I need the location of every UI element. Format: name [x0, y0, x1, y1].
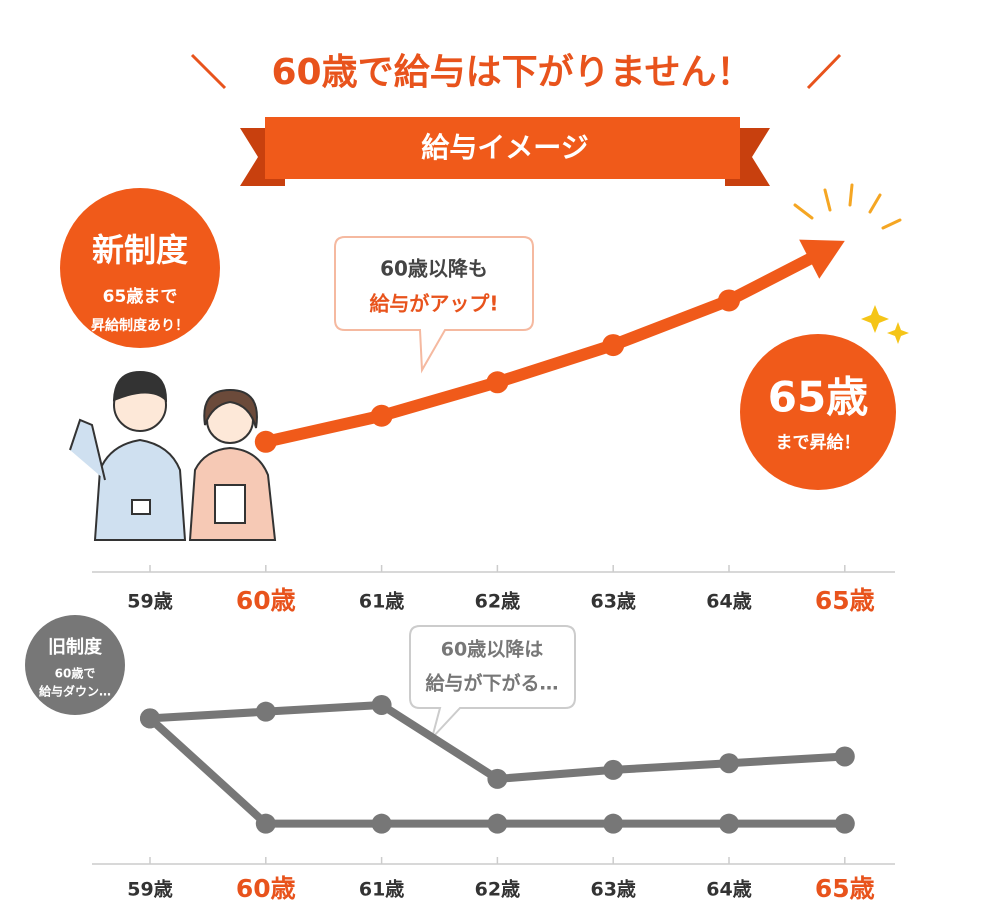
- title: 60歳で給与は下がりません！: [271, 52, 752, 93]
- x-tick-label: 59歳: [127, 591, 172, 613]
- data-point: [487, 768, 508, 789]
- callout-text: 60歳以降も: [380, 257, 488, 281]
- x-tick-label: 59歳: [127, 879, 172, 901]
- line-series: [149, 700, 846, 783]
- goal-line: まで昇給！: [776, 432, 861, 453]
- callout-box: [409, 625, 576, 739]
- data-point: [719, 813, 739, 834]
- badge-title: 新制度: [92, 231, 188, 269]
- data-point: [486, 371, 509, 394]
- x-tick-label: 61歳: [359, 591, 404, 613]
- badge-line: 給与ダウン…: [39, 684, 111, 699]
- data-point: [487, 813, 508, 834]
- data-point: [255, 813, 276, 834]
- x-tick-label: 60歳: [236, 874, 296, 903]
- x-tick-label: 65歳: [815, 586, 875, 615]
- x-tick-label: 64歳: [706, 591, 751, 613]
- title-decor: [190, 53, 842, 90]
- callout-text: 給与がアップ!: [369, 292, 498, 316]
- badge-circle: [60, 188, 220, 348]
- data-point: [602, 334, 625, 357]
- data-point: [603, 813, 624, 834]
- goal-title: 65歳: [768, 373, 868, 422]
- badge-line: 昇給制度あり！: [91, 317, 189, 334]
- x-tick-label: 63歳: [590, 879, 635, 901]
- goal-circle: [740, 334, 896, 490]
- x-tick-label: 62歳: [475, 591, 520, 613]
- data-point: [834, 813, 855, 834]
- callout-text: 給与が下がる…: [425, 672, 558, 695]
- x-tick-label: 60歳: [236, 586, 296, 615]
- badge-title: 旧制度: [48, 636, 103, 658]
- banner-ribbon: [240, 117, 770, 186]
- sparkles: [793, 183, 909, 344]
- callout-text: 60歳以降は: [441, 638, 543, 661]
- x-tick-label: 62歳: [475, 879, 520, 901]
- line-series: [264, 247, 826, 448]
- data-point: [371, 813, 392, 834]
- badge-line: 60歳で: [55, 666, 96, 681]
- banner: 給与イメージ: [421, 131, 588, 164]
- data-point: [834, 746, 855, 767]
- x-tick-label: 61歳: [359, 879, 404, 901]
- people-illustration: [69, 370, 277, 541]
- callout-box: [334, 236, 534, 374]
- x-tick-label: 64歳: [706, 879, 751, 901]
- data-point: [371, 694, 392, 715]
- data-point: [603, 759, 624, 780]
- arrow-head: [799, 239, 845, 279]
- data-point: [254, 430, 277, 453]
- data-point: [718, 289, 740, 312]
- badge-circle: [25, 615, 125, 715]
- data-point: [255, 701, 276, 722]
- x-tick-label: 65歳: [815, 874, 875, 903]
- x-tick-label: 63歳: [590, 591, 635, 613]
- data-point: [140, 708, 160, 729]
- data-point: [370, 404, 393, 427]
- badge-line: 65歳まで: [103, 286, 178, 307]
- data-point: [719, 753, 739, 774]
